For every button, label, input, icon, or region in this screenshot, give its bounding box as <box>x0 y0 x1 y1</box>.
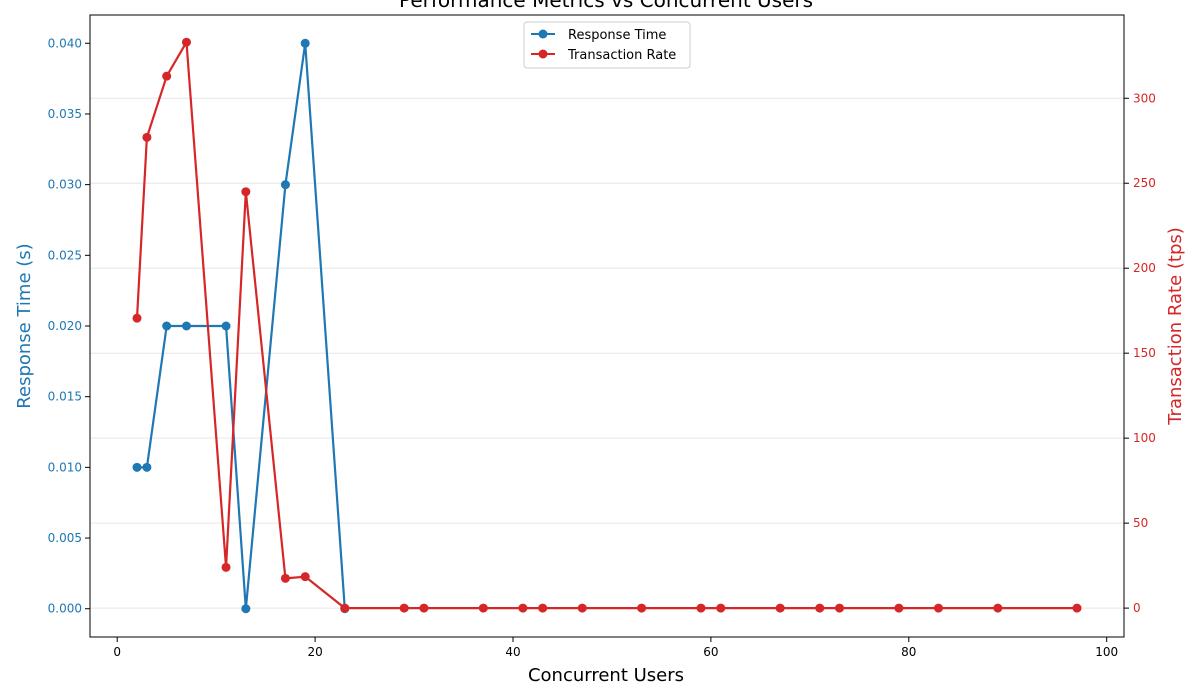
data-point-transaction-rate <box>993 603 1003 613</box>
data-point-transaction-rate <box>637 603 647 613</box>
data-point-transaction-rate <box>419 603 429 613</box>
legend-label-transaction-rate: Transaction Rate <box>567 48 676 63</box>
data-point-response-time <box>241 604 251 614</box>
y-left-tick-label: 0.025 <box>48 248 82 262</box>
data-point-transaction-rate <box>815 603 825 613</box>
data-point-response-time <box>300 38 310 48</box>
grid-layer <box>90 97 1124 609</box>
data-point-transaction-rate <box>399 603 409 613</box>
data-point-response-time <box>142 462 152 472</box>
data-point-transaction-rate <box>518 603 528 613</box>
data-point-transaction-rate <box>775 603 785 613</box>
y-left-tick-label: 0.000 <box>48 602 82 616</box>
data-point-transaction-rate <box>132 313 142 323</box>
x-tick-label: 60 <box>703 645 718 659</box>
data-point-transaction-rate <box>538 603 548 613</box>
data-point-transaction-rate <box>340 603 350 613</box>
data-point-response-time <box>280 180 290 190</box>
data-point-transaction-rate <box>696 603 706 613</box>
data-point-response-time <box>162 321 172 331</box>
legend-marker-response-time <box>538 29 548 39</box>
data-point-transaction-rate <box>181 37 191 47</box>
legend-label-response-time: Response Time <box>568 28 666 43</box>
x-axis-title: Concurrent Users <box>528 665 684 686</box>
x-tick-label: 80 <box>901 645 916 659</box>
data-point-transaction-rate <box>716 603 726 613</box>
data-point-transaction-rate <box>162 71 172 81</box>
y-right-tick-label: 300 <box>1133 91 1156 105</box>
y-right-tick-label: 250 <box>1133 176 1156 190</box>
x-axis: 0 20 40 60 80 100 <box>113 637 1118 659</box>
y-axis-left-title: Response Time (s) <box>14 243 35 408</box>
plot-frame <box>89 14 1125 638</box>
data-point-transaction-rate <box>241 187 251 197</box>
data-point-response-time <box>132 462 142 472</box>
y-right-tick-label: 200 <box>1133 261 1156 275</box>
chart-title: Performance Metrics vs Concurrent Users <box>399 0 813 12</box>
legend-frame <box>523 21 691 69</box>
x-tick-label: 100 <box>1095 645 1118 659</box>
y-left-tick-label: 0.015 <box>48 390 82 404</box>
data-point-transaction-rate <box>280 573 290 583</box>
y-right-tick-label: 50 <box>1133 516 1148 530</box>
data-point-transaction-rate <box>835 603 845 613</box>
data-point-transaction-rate <box>300 572 310 582</box>
y-left-tick-label: 0.005 <box>48 531 82 545</box>
data-point-transaction-rate <box>478 603 488 613</box>
y-left-tick-label: 0.020 <box>48 319 82 333</box>
y-right-tick-label: 0 <box>1133 601 1141 615</box>
y-axis-right-title: Transaction Rate (tps) <box>1165 227 1186 426</box>
data-point-response-time <box>181 321 191 331</box>
data-point-transaction-rate <box>221 562 231 572</box>
y-left-tick-label: 0.035 <box>48 107 82 121</box>
series-layer <box>132 37 1082 614</box>
x-tick-label: 0 <box>113 645 121 659</box>
legend: Response Time Transaction Rate <box>523 21 691 69</box>
y-left-tick-label: 0.030 <box>48 178 82 192</box>
x-tick-label: 20 <box>307 645 322 659</box>
y-axis-right: 0 50 100 150 200 250 300 <box>1124 91 1156 615</box>
data-point-transaction-rate <box>577 603 587 613</box>
data-point-response-time <box>221 321 231 331</box>
y-right-tick-label: 150 <box>1133 346 1156 360</box>
y-left-tick-label: 0.040 <box>48 36 82 50</box>
x-tick-label: 40 <box>505 645 520 659</box>
legend-marker-transaction-rate <box>538 49 548 59</box>
data-point-transaction-rate <box>1072 603 1082 613</box>
data-point-transaction-rate <box>933 603 943 613</box>
y-axis-left: 0.000 0.005 0.010 0.015 0.020 0.025 0.030 0.035… <box>48 36 90 616</box>
data-point-transaction-rate <box>894 603 904 613</box>
y-right-tick-label: 100 <box>1133 431 1156 445</box>
data-point-transaction-rate <box>142 132 152 142</box>
y-left-tick-label: 0.010 <box>48 460 82 474</box>
